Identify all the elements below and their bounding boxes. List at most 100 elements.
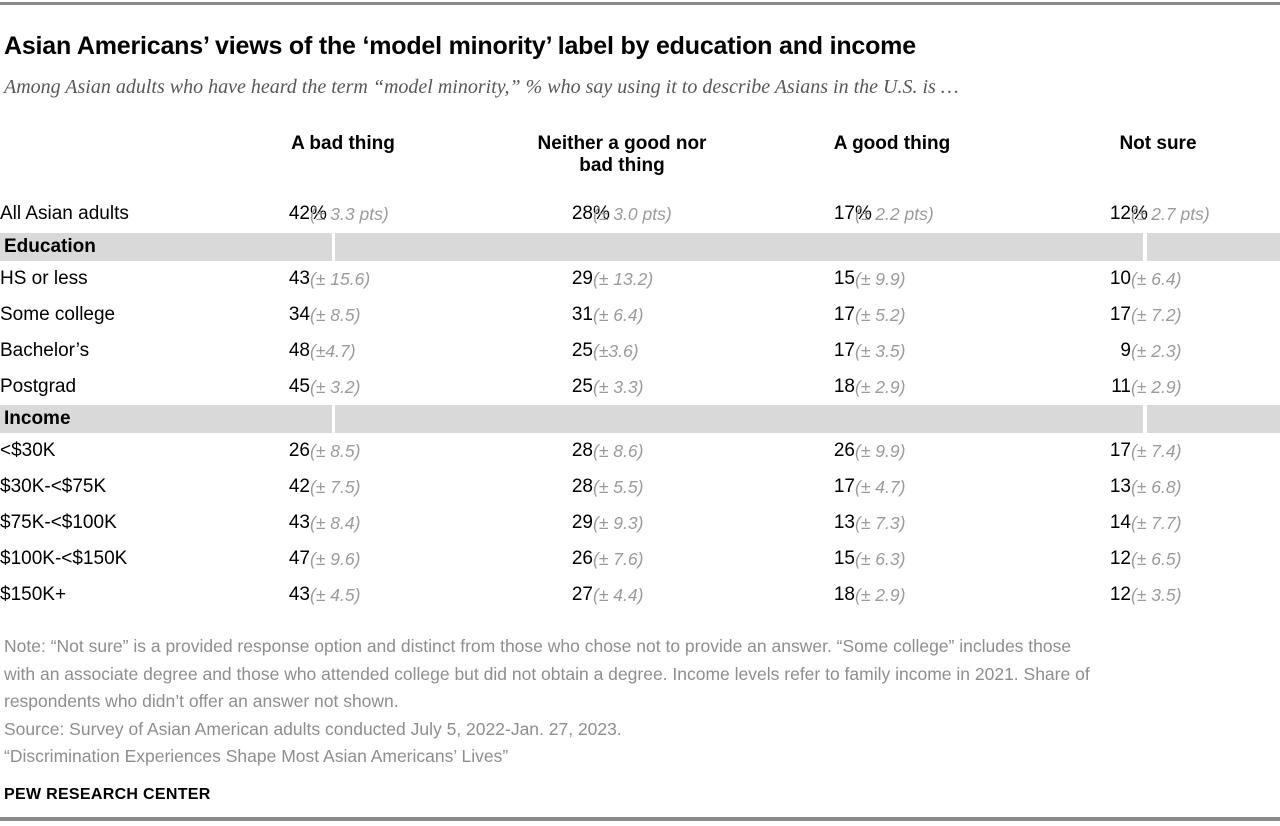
moe-cell: (± 6.3) — [855, 548, 906, 569]
value-cell: 25 — [445, 333, 593, 369]
value-cell: 47 — [225, 541, 310, 577]
bottom-divider — [0, 817, 1280, 821]
value: 17 — [1109, 440, 1131, 461]
table-row: Postgrad 45 (± 3.2) 25 (± 3.3) 18 (± 2.9… — [0, 369, 1280, 405]
moe-cell: (± 6.8) — [1131, 476, 1182, 497]
moe-cell: (± 6.4) — [1131, 268, 1182, 289]
moe-cell: (± 8.6) — [593, 440, 644, 461]
value: 13 — [1109, 476, 1131, 497]
moe-cell: (± 9.6) — [310, 548, 361, 569]
moe-cell: (± 4.5) — [310, 584, 361, 605]
moe-cell: (± 3.3 pts) — [310, 203, 389, 224]
moe-cell: (± 6.5) — [1131, 548, 1182, 569]
percent-sign: % — [855, 203, 872, 224]
value-cell: 25 — [445, 369, 593, 405]
value: 15 — [833, 548, 855, 569]
footnotes: Note: “Not sure” is a provided response … — [4, 633, 1276, 804]
value-cell: 18 — [700, 577, 855, 613]
value-cell: 13 — [955, 469, 1131, 505]
value: 27 — [571, 584, 593, 605]
value-cell: 9 — [955, 333, 1131, 369]
value-cell: 17 — [955, 297, 1131, 333]
row-label: $100K-<$150K — [0, 548, 128, 569]
row-label: HS or less — [0, 268, 88, 289]
row-label: $150K+ — [0, 584, 67, 605]
table-row: All Asian adults 42% (± 3.3 pts) 28% (± … — [0, 195, 1280, 233]
value-cell: 11 — [955, 369, 1131, 405]
value: 9 — [1120, 340, 1131, 361]
note-line: Note: “Not sure” is a provided response … — [4, 636, 1072, 656]
table-row: $100K-<$150K 47 (± 9.6) 26 (± 7.6) 15 (±… — [0, 541, 1280, 577]
row-label: Bachelor’s — [0, 340, 90, 361]
moe-cell: (± 7.7) — [1131, 512, 1182, 533]
value-cell: 45 — [225, 369, 310, 405]
page-subtitle: Among Asian adults who have heard the te… — [4, 76, 959, 98]
value: 18 — [833, 376, 855, 397]
moe-cell: (± 3.0 pts) — [593, 203, 672, 224]
moe-cell: (± 2.3) — [1131, 340, 1182, 361]
moe-cell: (± 7.5) — [310, 476, 361, 497]
value: 48 — [288, 340, 310, 361]
moe-cell: (± 7.6) — [593, 548, 644, 569]
moe-cell: (± 7.2) — [1131, 304, 1182, 325]
value: 17 — [1109, 304, 1131, 325]
value: 13 — [833, 512, 855, 533]
value-cell: 42 — [225, 469, 310, 505]
value: 25 — [571, 340, 593, 361]
table-row: $30K-<$75K 42 (± 7.5) 28 (± 5.5) 17 (± 4… — [0, 469, 1280, 505]
value-cell: 15 — [700, 541, 855, 577]
value-cell: 17% — [700, 195, 872, 233]
row-label: <$30K — [0, 440, 56, 461]
value-cell: 17 — [955, 433, 1131, 469]
value: 12 — [1109, 203, 1131, 224]
moe-cell: (± 3.5) — [1131, 584, 1182, 605]
value-cell: 17 — [700, 333, 855, 369]
moe-cell: (± 2.9) — [855, 584, 906, 605]
value-cell: 29 — [445, 505, 593, 541]
moe-cell: (± 8.5) — [310, 304, 361, 325]
row-label: $75K-<$100K — [0, 512, 117, 533]
value-cell: 43 — [225, 577, 310, 613]
value: 25 — [571, 376, 593, 397]
value: 43 — [288, 512, 310, 533]
section-header: Education — [0, 233, 1280, 261]
value: 26 — [288, 440, 310, 461]
value: 26 — [571, 548, 593, 569]
row-label: Postgrad — [0, 376, 77, 397]
value-cell: 43 — [225, 261, 310, 297]
value-cell: 12 — [955, 577, 1131, 613]
value-cell: 28 — [445, 469, 593, 505]
moe-cell: (± 8.4) — [310, 512, 361, 533]
value: 17 — [833, 476, 855, 497]
moe-cell: (± 9.9) — [855, 268, 906, 289]
value-cell: 18 — [700, 369, 855, 405]
moe-cell: (±3.6) — [593, 340, 639, 361]
value: 28 — [571, 440, 593, 461]
moe-cell: (± 2.2 pts) — [855, 203, 934, 224]
top-divider — [0, 2, 1280, 5]
brand-footer: PEW RESEARCH CENTER — [4, 785, 211, 803]
table-row: Some college 34 (± 8.5) 31 (± 6.4) 17 (±… — [0, 297, 1280, 333]
value: 43 — [288, 584, 310, 605]
value-cell: 10 — [955, 261, 1131, 297]
citation-text: “Discrimination Experiences Shape Most A… — [4, 746, 509, 766]
row-label: $30K-<$75K — [0, 476, 107, 497]
value: 26 — [833, 440, 855, 461]
percent-sign: % — [310, 203, 327, 224]
moe-cell: (± 3.5) — [855, 340, 906, 361]
label-column-header — [0, 123, 225, 195]
table-row: HS or less 43 (± 15.6) 29 (± 13.2) 15 (±… — [0, 261, 1280, 297]
moe-cell: (± 8.5) — [310, 440, 361, 461]
note-line: respondents who didn’t offer an answer n… — [4, 691, 399, 711]
value-cell: 48 — [225, 333, 310, 369]
value-cell: 12% — [955, 195, 1148, 233]
statistics-table: A bad thing Neither a good nor bad thing… — [0, 123, 1280, 613]
value: 47 — [288, 548, 310, 569]
moe-cell: (± 9.3) — [593, 512, 644, 533]
column-header-bad-thing: A bad thing — [291, 133, 395, 154]
value: 28 — [571, 203, 593, 224]
value-cell: 14 — [955, 505, 1131, 541]
value: 34 — [288, 304, 310, 325]
percent-sign: % — [593, 203, 610, 224]
section-header: Income — [0, 405, 1280, 433]
